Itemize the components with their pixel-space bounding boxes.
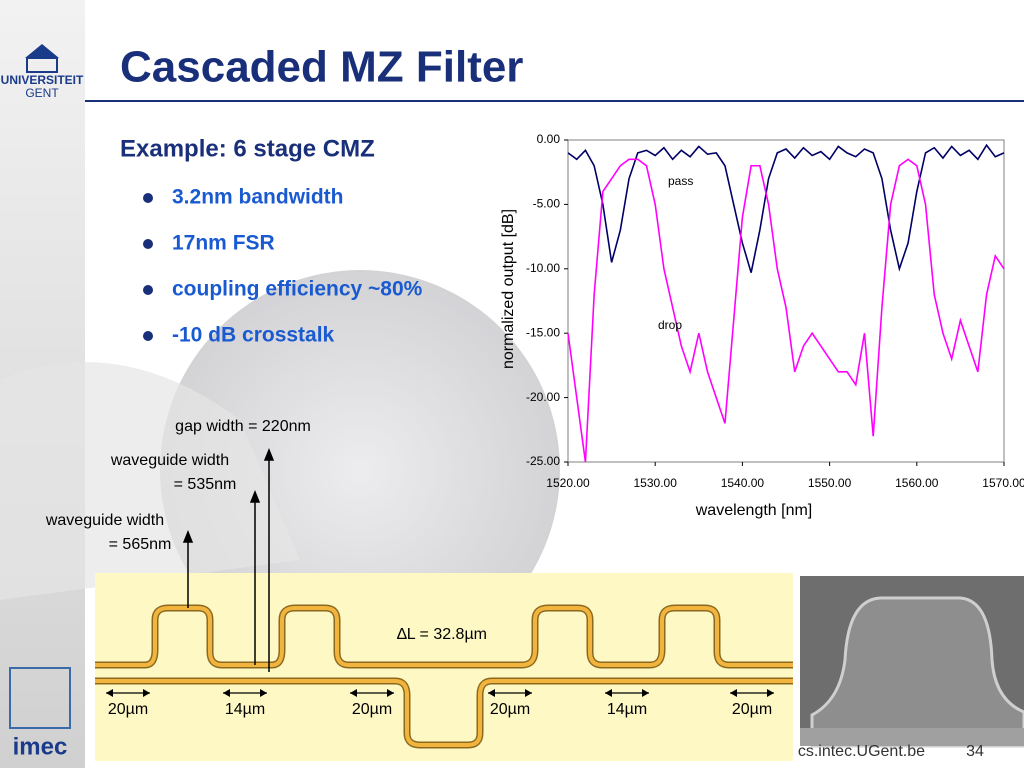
bullet-dot: [143, 331, 153, 341]
plot-area: [567, 139, 1005, 463]
annotation: = 565nm: [109, 536, 172, 553]
bullet-list: 3.2nm bandwidth 17nm FSR coupling efficien…: [143, 186, 423, 347]
ugent-logo: UNIVERSITEIT GENT: [1, 44, 84, 100]
waveguide-bottom-core: [95, 679, 793, 747]
dimension-label: 14µm: [225, 701, 265, 718]
bullet-dot: [143, 193, 153, 203]
y-tick-label: -25.00: [526, 454, 560, 468]
y-tick-label: -10.00: [526, 261, 560, 275]
y-tick-label: -20.00: [526, 390, 560, 404]
sem-substrate: [800, 728, 1024, 746]
dimension-label: 14µm: [607, 701, 647, 718]
annotation: waveguide width: [45, 512, 164, 529]
imec-logo: imec: [9, 667, 71, 760]
bullet-text: 3.2nm bandwidth: [172, 186, 344, 209]
arrowhead: [182, 529, 194, 543]
series-line: [567, 143, 1005, 273]
annotation: = 535nm: [174, 476, 237, 493]
page-number: 34: [966, 743, 984, 760]
bullet-dot: [143, 239, 153, 249]
y-axis-label: normalized output [dB]: [500, 209, 517, 369]
glove-photo: [0, 362, 300, 600]
logo-roof: [25, 44, 59, 58]
chart: 0.00 -5.00 -10.00 -15.00 -20.00 -25.00 1520.00…: [500, 132, 1024, 519]
x-tick-label: 1560.00: [895, 476, 939, 490]
arrowhead: [249, 489, 261, 503]
delta-label: ∆L = 32.8µm: [397, 626, 487, 643]
x-tick-label: 1520.00: [546, 476, 590, 490]
arrowhead: [263, 447, 275, 461]
slide-title: Cascaded MZ Filter: [120, 43, 523, 92]
waveguide-top-core: [95, 606, 793, 667]
x-tick-label: 1570.00: [982, 476, 1024, 490]
series-line: [567, 158, 1005, 463]
dimensions: 20µm 14µm 20µm 20µm 14µm 20µm: [106, 689, 774, 718]
y-tick-label: -5.00: [533, 197, 561, 211]
x-tick-label: 1540.00: [721, 476, 765, 490]
dimension-label: 20µm: [352, 701, 392, 718]
annotation: waveguide width: [110, 452, 229, 469]
dimension-label: 20µm: [490, 701, 530, 718]
x-tick-label: 1550.00: [808, 476, 852, 490]
y-tick-label: 0.00: [537, 132, 561, 146]
logo-mark: [9, 667, 71, 729]
logo-text: GENT: [25, 86, 59, 100]
series-label: drop: [658, 318, 682, 332]
series-label: pass: [668, 174, 693, 188]
bullet-text: 17nm FSR: [172, 232, 275, 255]
heading: Example: 6 stage CMZ: [120, 135, 375, 162]
pointer-arrows: [182, 447, 275, 672]
logo-text: UNIVERSITEIT: [1, 73, 84, 87]
logo-columns: [26, 57, 58, 73]
y-tick-label: -15.00: [526, 325, 560, 339]
logo-text: imec: [13, 733, 68, 760]
wafer-photo: [160, 270, 560, 670]
x-tick-label: 1530.00: [634, 476, 678, 490]
x-axis-label: wavelength [nm]: [695, 502, 813, 519]
footer-url: cs.intec.UGent.be: [798, 743, 925, 760]
bullet-text: -10 dB crosstalk: [172, 324, 335, 347]
dimension-label: 20µm: [732, 701, 772, 718]
annotation: gap width = 220nm: [175, 418, 311, 435]
bullet-text: coupling efficiency ~80%: [172, 278, 423, 301]
waveguides: [95, 604, 793, 749]
bullet-dot: [143, 285, 153, 295]
dimension-label: 20µm: [108, 701, 148, 718]
sem-waveguide: [810, 596, 1024, 748]
